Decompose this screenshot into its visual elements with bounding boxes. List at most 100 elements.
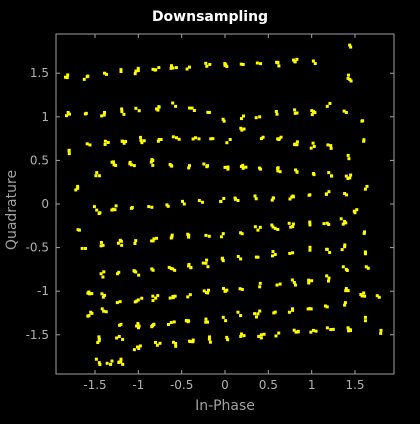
data-point (103, 71, 107, 75)
data-point-cluster (150, 205, 154, 209)
data-point (222, 119, 226, 123)
data-point (295, 143, 299, 147)
data-point-cluster (187, 166, 191, 170)
data-point-cluster (207, 234, 211, 238)
data-point (102, 309, 106, 313)
data-point-cluster (140, 141, 144, 145)
data-point-cluster (208, 62, 212, 66)
data-point (190, 106, 194, 110)
y-tick-label: -1 (37, 284, 49, 298)
data-point (99, 272, 103, 276)
data-point-cluster (173, 294, 177, 298)
data-point (379, 328, 383, 332)
data-point-cluster (341, 265, 345, 269)
data-point-cluster (172, 320, 176, 324)
data-point-cluster (98, 363, 102, 367)
data-point-cluster (346, 177, 350, 181)
data-point-cluster (344, 289, 348, 293)
data-point (291, 308, 295, 312)
data-point (119, 69, 123, 73)
data-point-cluster (348, 43, 352, 47)
data-point-cluster (76, 228, 80, 232)
data-point (239, 117, 243, 121)
data-point (204, 233, 208, 237)
x-tick-label: 1.5 (345, 378, 364, 392)
plot-area (55, 33, 395, 375)
data-point-cluster (94, 357, 98, 361)
data-point-cluster (197, 199, 201, 203)
data-point (97, 337, 101, 341)
data-point-cluster (139, 135, 143, 139)
data-point-cluster (191, 137, 195, 141)
data-point (259, 62, 263, 66)
data-point-cluster (92, 205, 96, 209)
data-point (349, 45, 353, 49)
data-point-cluster (202, 162, 206, 166)
data-point-cluster (132, 348, 136, 352)
data-point-cluster (346, 153, 350, 157)
data-point-cluster (348, 77, 352, 81)
data-point-cluster (97, 335, 101, 339)
data-point (256, 255, 260, 259)
data-point-cluster (292, 328, 296, 332)
data-point-cluster (86, 74, 90, 78)
data-point-cluster (314, 329, 318, 333)
data-point (117, 335, 121, 339)
data-point-cluster (155, 236, 159, 240)
data-point-cluster (102, 270, 106, 274)
data-point (364, 265, 368, 269)
data-point (225, 335, 229, 339)
data-point-cluster (151, 299, 155, 303)
data-point (109, 362, 113, 366)
data-point (112, 163, 116, 167)
data-point (211, 137, 215, 141)
data-point-cluster (270, 223, 274, 227)
data-point-cluster (324, 192, 328, 196)
data-point (116, 241, 120, 245)
data-point-cluster (276, 137, 280, 141)
data-point (169, 321, 173, 325)
data-point-cluster (258, 309, 262, 313)
data-point-cluster (137, 347, 141, 351)
data-point (377, 295, 381, 299)
data-point (187, 235, 191, 239)
data-point (65, 76, 69, 80)
data-point-cluster (180, 199, 184, 203)
data-point-cluster (258, 281, 262, 285)
data-point-cluster (259, 336, 263, 340)
data-point-cluster (137, 324, 141, 328)
data-point-cluster (173, 268, 177, 272)
data-point (346, 326, 350, 330)
data-point-cluster (132, 269, 136, 273)
data-point (293, 111, 297, 115)
data-point-cluster (121, 337, 125, 341)
data-point-cluster (153, 340, 157, 344)
data-point-cluster (205, 258, 209, 262)
data-point-cluster (365, 184, 369, 188)
data-point (221, 232, 225, 236)
data-point-cluster (220, 257, 224, 261)
data-point-cluster (118, 323, 122, 327)
data-point-cluster (66, 73, 70, 77)
data-point-cluster (327, 171, 331, 175)
data-point (353, 211, 357, 215)
data-point (204, 317, 208, 321)
data-point-cluster (330, 174, 334, 178)
data-point-cluster (171, 135, 175, 139)
data-point-cluster (278, 170, 282, 174)
data-point-cluster (115, 336, 119, 340)
data-point-cluster (174, 66, 178, 70)
data-point (363, 315, 367, 319)
data-point (149, 160, 153, 164)
data-point-cluster (105, 361, 109, 365)
data-point-cluster (224, 319, 228, 323)
data-point-cluster (188, 106, 192, 110)
data-point-cluster (137, 273, 141, 277)
data-point-cluster (349, 173, 353, 177)
data-point-cluster (103, 293, 107, 297)
data-point-cluster (238, 287, 242, 291)
data-point-cluster (307, 279, 311, 283)
data-point (239, 314, 243, 318)
data-point-cluster (344, 221, 348, 225)
